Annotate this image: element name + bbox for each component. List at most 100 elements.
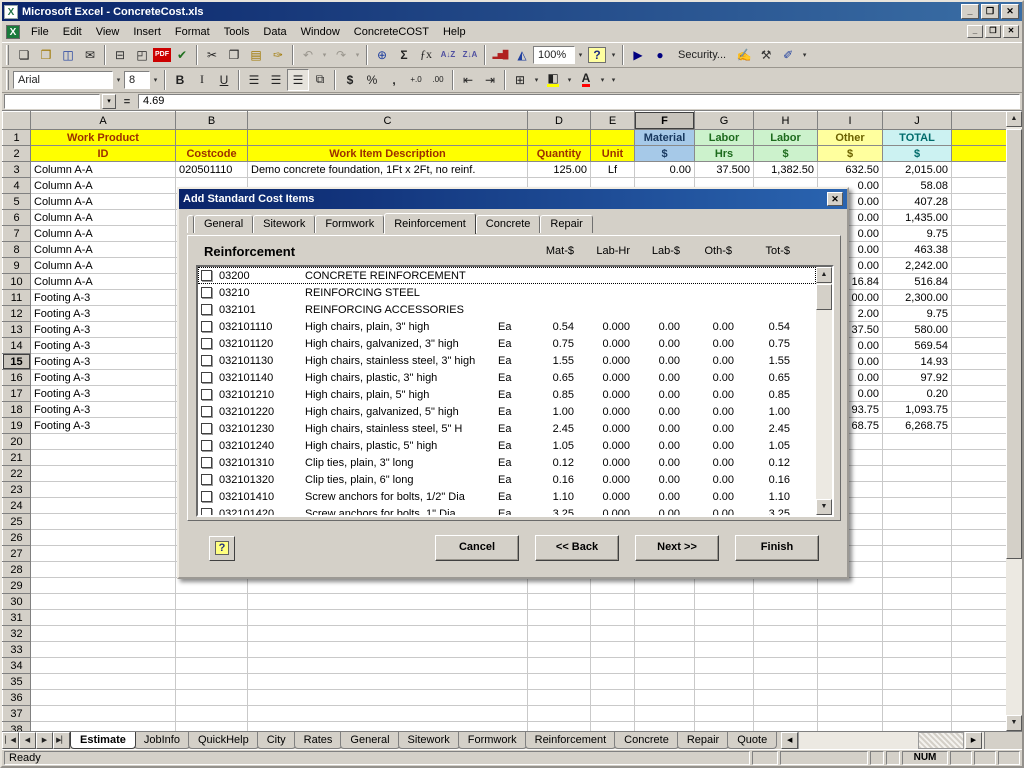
insert-hyperlink-button[interactable]: ⊕ bbox=[376, 47, 388, 62]
cost-item-row[interactable]: 03200 CONCRETE REINFORCEMENT bbox=[198, 267, 816, 284]
cell[interactable] bbox=[590, 577, 635, 594]
item-checkbox[interactable] bbox=[201, 474, 212, 485]
cell[interactable] bbox=[634, 721, 695, 731]
cell[interactable] bbox=[694, 625, 754, 642]
cell[interactable]: 6,268.75 bbox=[882, 417, 952, 434]
dialog-tab[interactable]: Reinforcement bbox=[384, 213, 476, 234]
more-buttons-dropdown[interactable]: ▾ bbox=[611, 76, 616, 84]
row-header[interactable]: 9 bbox=[2, 257, 31, 274]
app-restore-button[interactable]: ❐ bbox=[981, 4, 999, 20]
help-dropdown[interactable]: ▾ bbox=[611, 51, 616, 59]
italic-button[interactable]: I bbox=[200, 72, 204, 87]
row-header[interactable]: 19 bbox=[2, 417, 31, 434]
column-header[interactable]: A bbox=[30, 111, 176, 130]
cell[interactable]: Labor bbox=[694, 129, 754, 146]
cell[interactable]: 463.38 bbox=[882, 241, 952, 258]
cell[interactable] bbox=[590, 593, 635, 610]
row-header[interactable]: 7 bbox=[2, 225, 31, 242]
cell[interactable] bbox=[817, 593, 883, 610]
cell[interactable] bbox=[590, 721, 635, 731]
row-header[interactable]: 21 bbox=[2, 449, 31, 466]
cell[interactable] bbox=[30, 625, 176, 642]
cell[interactable] bbox=[175, 625, 248, 642]
cell[interactable] bbox=[30, 705, 176, 722]
cell[interactable] bbox=[175, 721, 248, 731]
dialog-tab[interactable] bbox=[187, 215, 194, 233]
cell[interactable] bbox=[882, 577, 952, 594]
cell[interactable]: Column A-A bbox=[30, 273, 176, 290]
dialog-tab[interactable]: Concrete bbox=[475, 215, 541, 233]
font-size-combo[interactable]: 8 bbox=[124, 70, 150, 89]
cell[interactable] bbox=[634, 705, 695, 722]
record-macro-button[interactable]: ● bbox=[656, 47, 664, 62]
borders-button[interactable]: ⊞ bbox=[514, 72, 526, 87]
cell[interactable] bbox=[590, 609, 635, 626]
menu-item[interactable]: Help bbox=[442, 25, 466, 38]
align-left-button[interactable]: ☰ bbox=[248, 72, 260, 87]
sheet-tab[interactable]: Estimate bbox=[70, 732, 136, 749]
cell[interactable]: 58.08 bbox=[882, 177, 952, 194]
cell[interactable]: TOTAL bbox=[882, 129, 952, 146]
cell[interactable]: Quantity bbox=[527, 145, 591, 162]
cell[interactable]: 2,242.00 bbox=[882, 257, 952, 274]
cell[interactable]: 97.92 bbox=[882, 369, 952, 386]
cell[interactable] bbox=[634, 673, 695, 690]
cell[interactable]: Column A-A bbox=[30, 193, 176, 210]
cell[interactable] bbox=[882, 721, 952, 731]
row-header[interactable]: 23 bbox=[2, 481, 31, 498]
cost-item-row[interactable]: 03210 REINFORCING STEEL bbox=[198, 284, 816, 301]
row-header[interactable]: 10 bbox=[2, 273, 31, 290]
cell[interactable]: 516.84 bbox=[882, 273, 952, 290]
cell[interactable]: 1,435.00 bbox=[882, 209, 952, 226]
cell[interactable]: 9.75 bbox=[882, 225, 952, 242]
column-header[interactable]: F bbox=[634, 111, 695, 130]
cell[interactable] bbox=[951, 305, 1011, 322]
cost-item-row[interactable]: 032101410 Screw anchors for bolts, 1/2" … bbox=[198, 488, 816, 505]
cell[interactable] bbox=[527, 625, 591, 642]
cell[interactable] bbox=[817, 625, 883, 642]
dialog-tab[interactable]: Formwork bbox=[315, 215, 385, 233]
cell[interactable]: Work Item Description bbox=[247, 145, 528, 162]
cell[interactable] bbox=[527, 689, 591, 706]
cell[interactable]: Footing A-3 bbox=[30, 305, 176, 322]
cell[interactable] bbox=[590, 673, 635, 690]
last-sheet-button[interactable]: ▶▏ bbox=[53, 732, 70, 749]
cost-item-row[interactable]: 032101220 High chairs, galvanized, 5" hi… bbox=[198, 403, 816, 420]
scroll-up-icon[interactable]: ▲ bbox=[1006, 111, 1022, 127]
row-header[interactable]: 37 bbox=[2, 705, 31, 722]
cell[interactable] bbox=[951, 289, 1011, 306]
cell[interactable] bbox=[30, 609, 176, 626]
cost-item-row[interactable]: 032101 REINFORCING ACCESSORIES bbox=[198, 301, 816, 318]
column-header[interactable]: I bbox=[817, 111, 883, 130]
app-close-button[interactable]: ✕ bbox=[1001, 4, 1019, 20]
row-header[interactable]: 24 bbox=[2, 497, 31, 514]
prev-sheet-button[interactable]: ◀ bbox=[19, 732, 36, 749]
cell[interactable] bbox=[30, 465, 176, 482]
cell[interactable] bbox=[634, 641, 695, 658]
row-header[interactable]: 38 bbox=[2, 721, 31, 731]
formula-input[interactable]: 4.69 bbox=[138, 94, 1020, 109]
column-header[interactable] bbox=[951, 111, 1011, 130]
cell[interactable] bbox=[951, 449, 1011, 466]
cell[interactable] bbox=[694, 609, 754, 626]
next-button[interactable]: Next >> bbox=[635, 535, 719, 561]
cell[interactable] bbox=[527, 673, 591, 690]
row-header[interactable]: 28 bbox=[2, 561, 31, 578]
row-header[interactable]: 35 bbox=[2, 673, 31, 690]
row-header[interactable]: 4 bbox=[2, 177, 31, 194]
cell[interactable] bbox=[30, 641, 176, 658]
print-preview-button[interactable]: ◰ bbox=[136, 47, 148, 62]
cell[interactable] bbox=[951, 177, 1011, 194]
cell[interactable] bbox=[30, 481, 176, 498]
cell[interactable] bbox=[882, 673, 952, 690]
cell[interactable] bbox=[951, 673, 1011, 690]
cell[interactable]: Footing A-3 bbox=[30, 321, 176, 338]
horizontal-scrollbar[interactable]: ▶ bbox=[798, 732, 1022, 749]
help-button[interactable]: ? bbox=[209, 535, 235, 561]
cell[interactable] bbox=[527, 705, 591, 722]
sheet-tab[interactable]: QuickHelp bbox=[187, 732, 259, 749]
row-header[interactable]: 2 bbox=[2, 145, 31, 162]
cell[interactable] bbox=[753, 673, 818, 690]
percent-button[interactable]: % bbox=[366, 72, 378, 87]
decrease-indent-button[interactable]: ⇤ bbox=[462, 72, 474, 87]
